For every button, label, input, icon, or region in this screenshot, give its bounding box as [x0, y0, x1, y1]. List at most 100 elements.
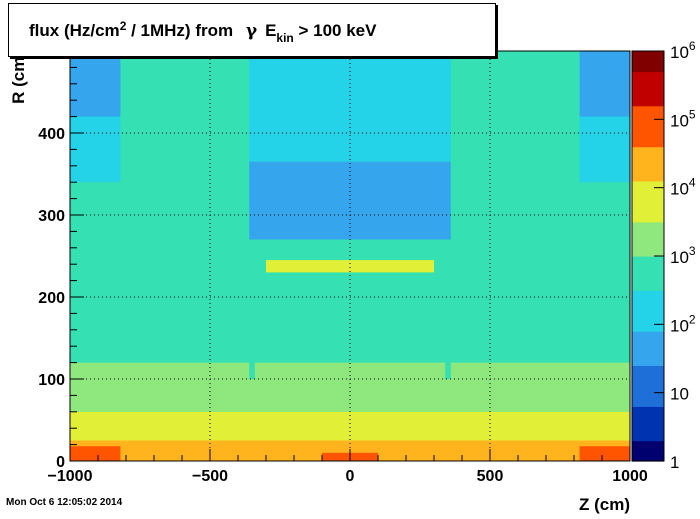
colorbar-tick-label: 1 — [670, 453, 679, 472]
colorbar-cell — [632, 215, 664, 223]
colorbar-cell — [632, 256, 664, 264]
x-tick-label: −500 — [192, 468, 228, 485]
colorbar-cell — [632, 92, 664, 100]
colorbar-cell — [632, 180, 664, 189]
heatmap-region — [70, 51, 121, 117]
heatmap-region — [579, 446, 630, 461]
colorbar-cell — [632, 303, 664, 312]
y-tick-label: 100 — [38, 372, 65, 389]
title-subscript: kin — [276, 31, 294, 45]
chart-title-box: flux (Hz/cm2 / 1MHz) from γ Ekin > 100 ke… — [8, 3, 496, 57]
colorbar-cell — [632, 317, 664, 325]
chart-title: flux (Hz/cm2 / 1MHz) from γ Ekin > 100 ke… — [29, 19, 377, 45]
colorbar-cell — [632, 153, 664, 161]
colorbar-cell — [632, 146, 664, 155]
colorbar-cell — [632, 454, 664, 462]
colorbar-tick-exponent: 6 — [689, 39, 696, 53]
colorbar-tick-exponent: 4 — [689, 176, 696, 190]
colorbar-cell — [632, 283, 664, 291]
heatmap-region — [579, 51, 630, 117]
colorbar-cell — [632, 399, 664, 407]
x-tick-label: 500 — [477, 468, 504, 485]
colorbar-tick-label: 104 — [670, 176, 696, 199]
heatmap-region — [445, 256, 451, 379]
colorbar-cell — [632, 112, 664, 120]
colorbar-cell — [632, 310, 664, 319]
colorbar-cell — [632, 324, 664, 332]
heatmap-region — [249, 256, 255, 379]
heatmap-region — [70, 446, 121, 461]
colorbar-cell — [632, 433, 664, 442]
y-tick-label: 0 — [56, 454, 65, 471]
title-gamma: γ — [245, 21, 258, 41]
colorbar-cell — [632, 160, 664, 168]
colorbar-cell — [632, 235, 664, 243]
x-axis-label: Z (cm) — [579, 495, 630, 514]
colorbar-cell — [632, 64, 664, 73]
title-mid: / 1MHz) from — [126, 21, 238, 40]
colorbar-cell — [632, 344, 664, 353]
colorbar-cell — [632, 440, 664, 448]
colorbar-cell — [632, 420, 664, 428]
colorbar-cell — [632, 51, 664, 59]
colorbar-cell — [632, 365, 664, 373]
colorbar-cell — [632, 187, 664, 196]
x-tick-label: 0 — [346, 468, 355, 485]
colorbar-tick-base: 1 — [670, 453, 679, 472]
colorbar-cell — [632, 447, 664, 455]
colorbar-cell — [632, 167, 664, 175]
colorbar-tick-base: 10 — [670, 111, 689, 130]
colorbar-cell — [632, 139, 664, 148]
colorbar-cell — [632, 228, 664, 237]
colorbar-cell — [632, 290, 664, 298]
colorbar-cell — [632, 406, 664, 414]
colorbar-tick-label: 106 — [670, 39, 696, 62]
colorbar-cell — [632, 379, 664, 387]
colorbar-cell — [632, 392, 664, 401]
colorbar-tick-label: 102 — [670, 312, 696, 335]
y-axis-label: R (cm) — [9, 51, 28, 104]
colorbar-tick-exponent: 5 — [689, 107, 696, 121]
x-tick-label: 1000 — [612, 468, 648, 485]
y-tick-label: 300 — [38, 208, 65, 225]
colorbar-cell — [632, 85, 664, 93]
colorbar-cell — [632, 201, 664, 209]
colorbar-tick-exponent: 2 — [689, 312, 696, 326]
colorbar-cell — [632, 133, 664, 141]
colorbar-tick-base: 10 — [670, 248, 689, 267]
colorbar-tick-label: 103 — [670, 244, 696, 267]
colorbar-cell — [632, 249, 664, 257]
heatmap-region — [266, 260, 434, 273]
colorbar-cell — [632, 413, 664, 421]
colorbar-tick-label: 105 — [670, 107, 696, 130]
colorbar-cell — [632, 426, 664, 435]
title-superscript: 2 — [119, 19, 127, 33]
timestamp: Mon Oct 6 12:05:02 2014 — [6, 497, 123, 508]
colorbar-cell — [632, 242, 664, 250]
colorbar-cell — [632, 221, 664, 230]
colorbar-cell — [632, 372, 664, 380]
colorbar-cell — [632, 262, 664, 271]
colorbar-cell — [632, 358, 664, 366]
colorbar-cell — [632, 208, 664, 216]
colorbar-cell — [632, 98, 664, 107]
title-prefix: flux (Hz/cm — [29, 21, 120, 40]
title-suffix: > 100 keV — [293, 21, 377, 40]
y-tick-label: 400 — [38, 126, 65, 143]
colorbar-cell — [632, 78, 664, 86]
y-tick-label: 200 — [38, 290, 65, 307]
colorbar-cell — [632, 174, 664, 182]
x-tick-label: −1000 — [48, 468, 93, 485]
colorbar-cell — [632, 269, 664, 278]
colorbar-cell — [632, 276, 664, 284]
colorbar-cell — [632, 71, 664, 79]
colorbar-tick-base: 10 — [670, 180, 689, 199]
colorbar-cell — [632, 194, 664, 202]
colorbar-cell — [632, 351, 664, 360]
colorbar-tick-label: 10 — [670, 385, 689, 404]
colorbar-tick-base: 10 — [670, 43, 689, 62]
colorbar-cell — [632, 105, 664, 114]
colorbar-tick-base: 10 — [670, 385, 689, 404]
